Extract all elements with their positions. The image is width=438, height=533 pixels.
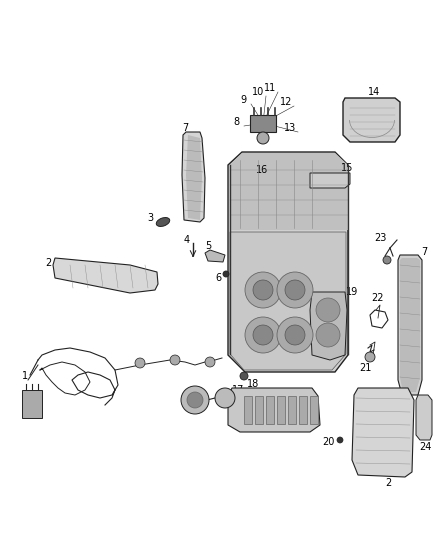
Text: 10: 10: [252, 87, 264, 97]
Circle shape: [215, 388, 235, 408]
Polygon shape: [416, 395, 432, 440]
Text: 2: 2: [385, 478, 391, 488]
Circle shape: [223, 271, 229, 277]
Circle shape: [135, 358, 145, 368]
Polygon shape: [230, 232, 346, 370]
Circle shape: [240, 372, 248, 380]
Text: 4: 4: [184, 235, 190, 245]
Circle shape: [285, 280, 305, 300]
Polygon shape: [186, 135, 202, 220]
Text: 5: 5: [205, 241, 211, 251]
Text: 3: 3: [147, 213, 153, 223]
Bar: [299, 396, 307, 424]
Polygon shape: [398, 255, 422, 395]
Polygon shape: [230, 153, 348, 230]
Text: 22: 22: [372, 293, 384, 303]
Bar: [266, 396, 274, 424]
Text: 1: 1: [22, 371, 28, 381]
Text: 17: 17: [232, 385, 244, 395]
Text: 7: 7: [182, 123, 188, 133]
Ellipse shape: [156, 217, 170, 227]
Text: 11: 11: [264, 83, 276, 93]
Text: 7: 7: [421, 247, 427, 257]
Text: 12: 12: [280, 97, 292, 107]
Polygon shape: [250, 115, 276, 132]
Text: 9: 9: [240, 95, 246, 105]
Polygon shape: [53, 258, 158, 293]
Bar: [255, 396, 263, 424]
Circle shape: [187, 392, 203, 408]
Circle shape: [253, 280, 273, 300]
Bar: [244, 396, 252, 424]
Circle shape: [365, 352, 375, 362]
Polygon shape: [228, 388, 320, 432]
Bar: [310, 396, 318, 424]
Circle shape: [316, 298, 340, 322]
Bar: [22, 390, 42, 418]
Polygon shape: [228, 152, 348, 372]
Text: 8: 8: [233, 117, 239, 127]
Text: 21: 21: [359, 363, 371, 373]
Circle shape: [277, 317, 313, 353]
Text: 16: 16: [256, 165, 268, 175]
Circle shape: [277, 272, 313, 308]
Polygon shape: [343, 98, 400, 142]
Circle shape: [285, 325, 305, 345]
Circle shape: [181, 386, 209, 414]
Text: 18: 18: [247, 379, 259, 389]
Circle shape: [170, 355, 180, 365]
Text: 20: 20: [322, 437, 334, 447]
Circle shape: [245, 317, 281, 353]
Circle shape: [245, 272, 281, 308]
Polygon shape: [205, 250, 225, 262]
Text: 23: 23: [374, 233, 386, 243]
Bar: [288, 396, 296, 424]
Circle shape: [205, 357, 215, 367]
Polygon shape: [400, 258, 420, 392]
Circle shape: [337, 437, 343, 443]
Polygon shape: [182, 132, 205, 222]
Text: 2: 2: [45, 258, 51, 268]
Polygon shape: [352, 388, 414, 477]
Circle shape: [257, 132, 269, 144]
Text: 19: 19: [346, 287, 358, 297]
Circle shape: [253, 325, 273, 345]
Text: 14: 14: [368, 87, 380, 97]
Bar: [277, 396, 285, 424]
Circle shape: [383, 256, 391, 264]
Polygon shape: [310, 292, 347, 360]
Polygon shape: [310, 173, 350, 188]
Circle shape: [316, 323, 340, 347]
Text: 13: 13: [284, 123, 296, 133]
Text: 6: 6: [215, 273, 221, 283]
Text: 15: 15: [341, 163, 353, 173]
Text: 24: 24: [419, 442, 431, 452]
